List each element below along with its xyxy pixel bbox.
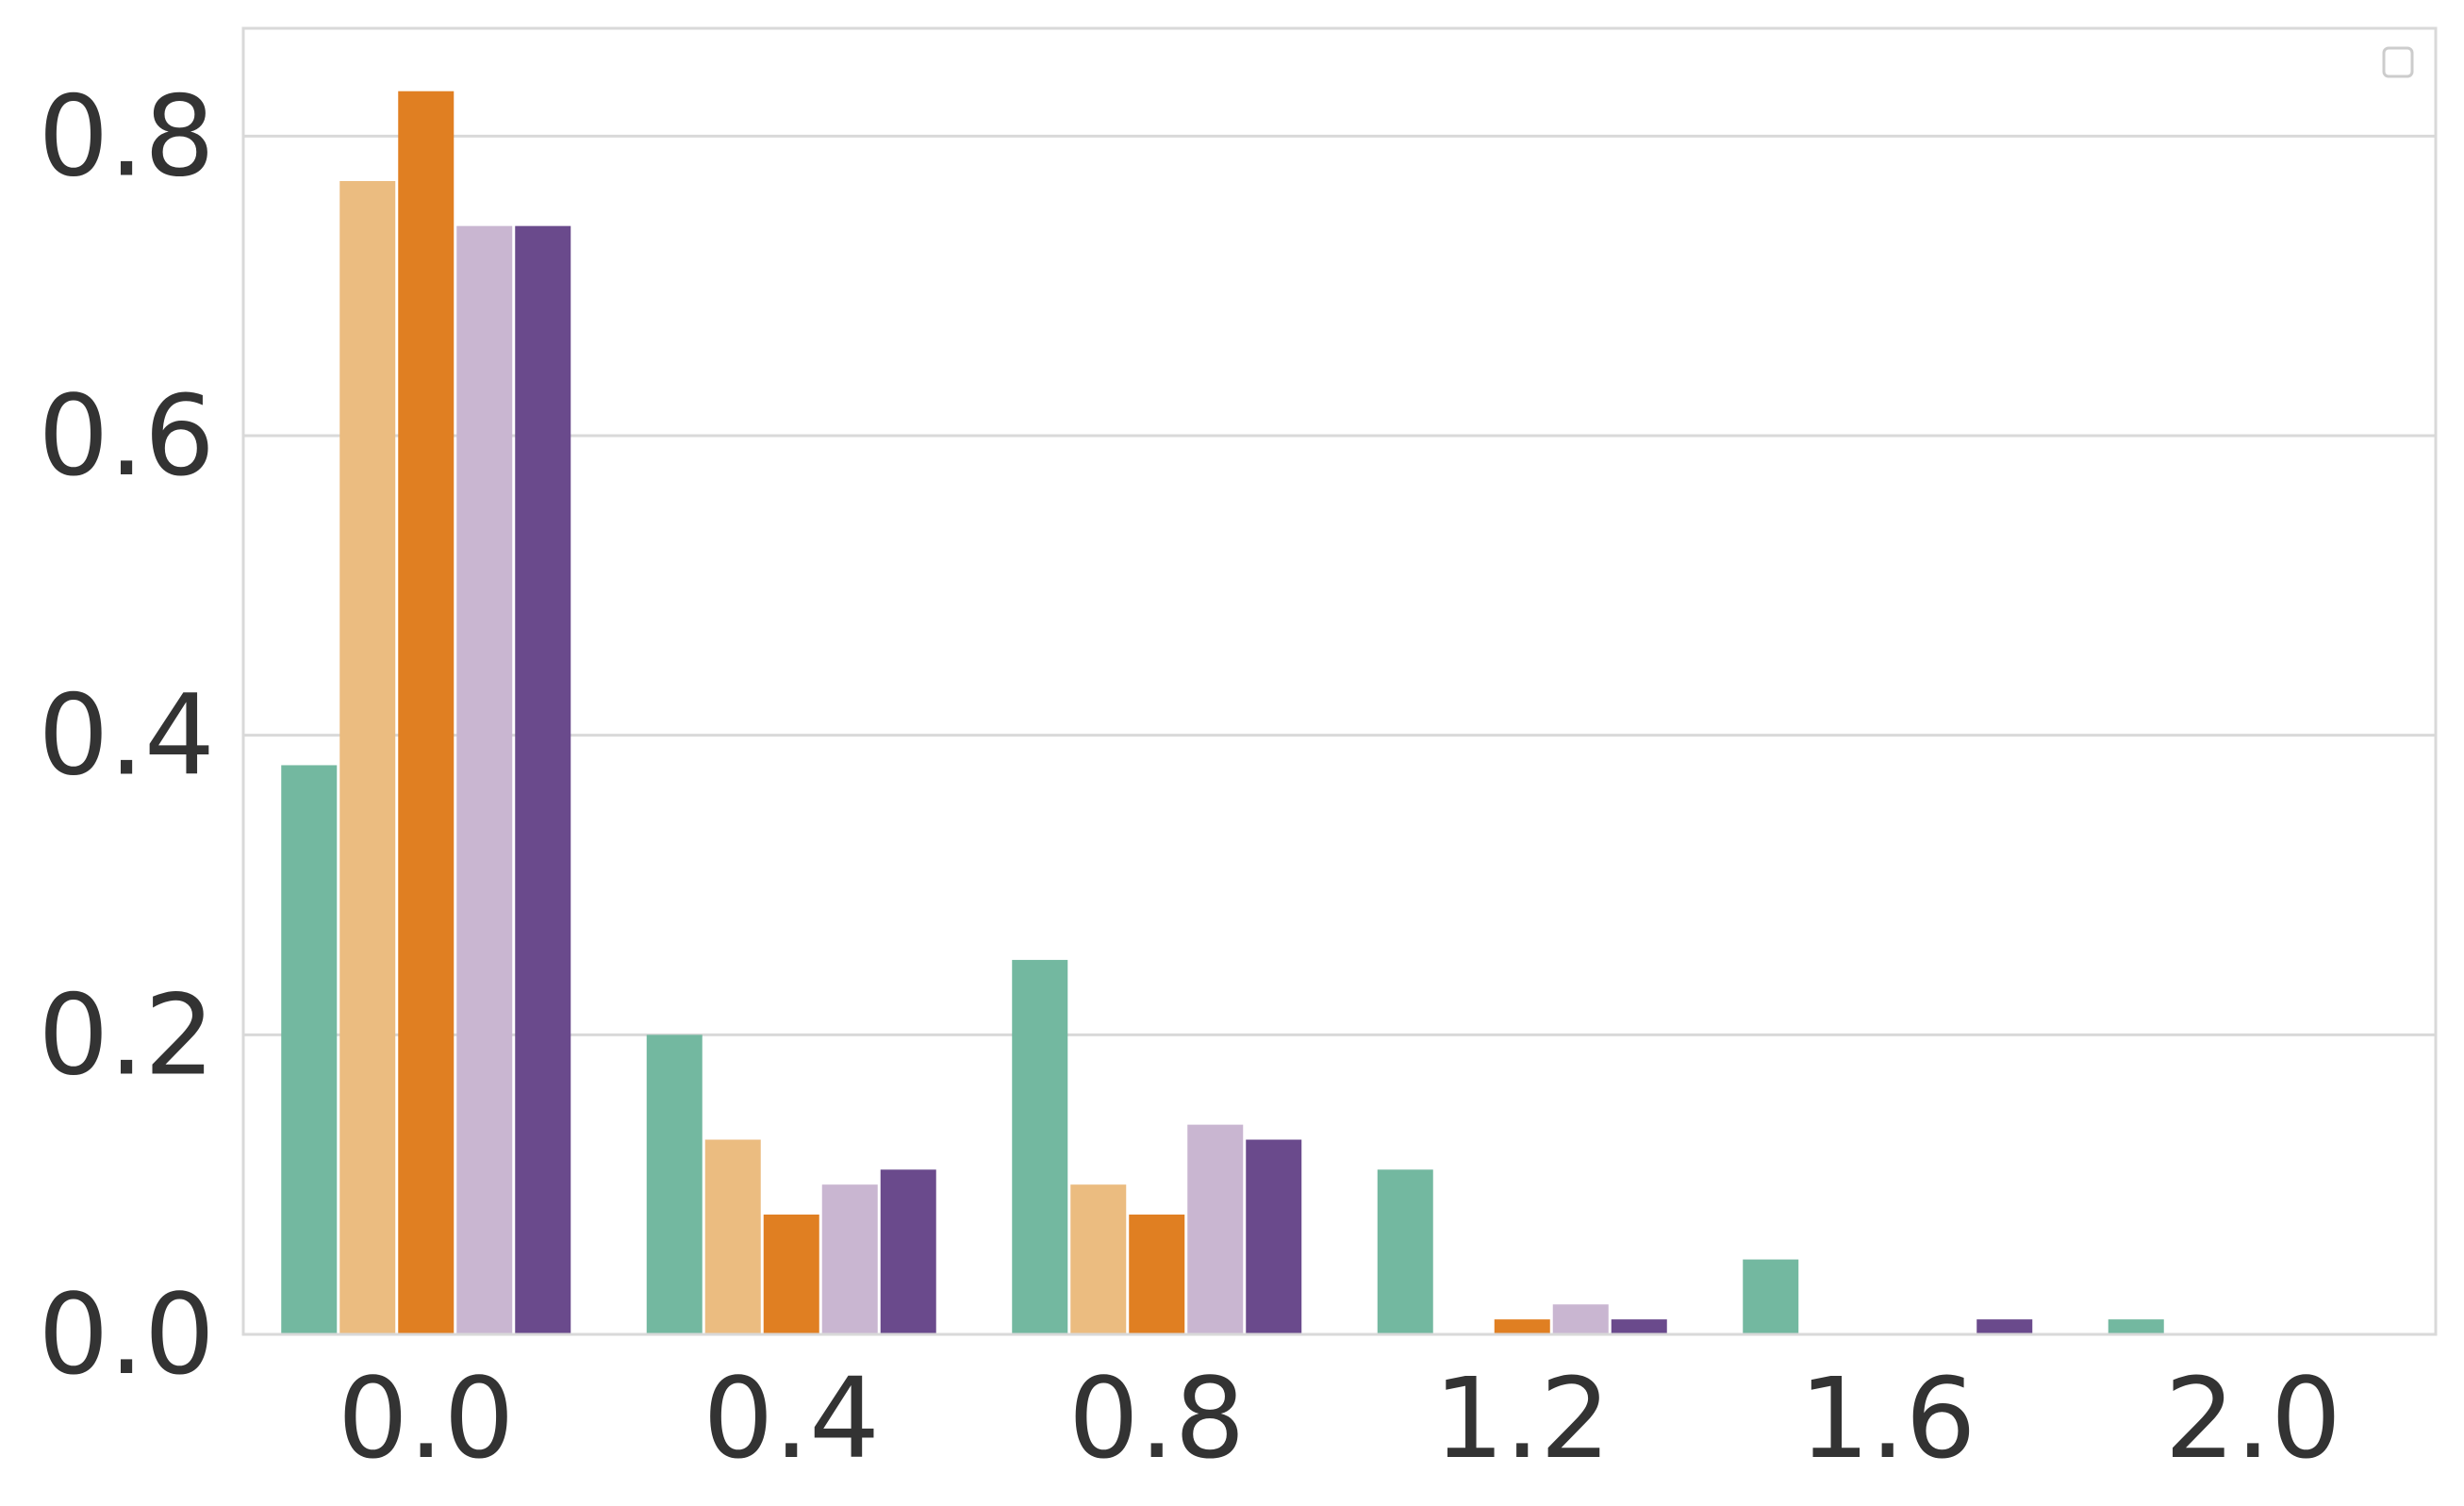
bar-0.8-series-1 — [1012, 959, 1068, 1334]
bar-layer — [281, 91, 2164, 1335]
y-tick-label: 0.0 — [38, 1269, 215, 1399]
bar-0.0-series-1 — [281, 765, 338, 1334]
x-tick-label: 0.4 — [703, 1353, 880, 1483]
bar-0.4-series-5 — [880, 1169, 936, 1334]
y-tick-label: 0.4 — [38, 670, 215, 801]
y-axis: 0.0 0.2 0.4 0.6 0.8 — [38, 71, 215, 1399]
x-tick-label: 2.0 — [2164, 1353, 2341, 1483]
bar-1.2-series-4 — [1552, 1304, 1609, 1334]
bar-0.8-series-2 — [1070, 1184, 1127, 1334]
bar-0.0-series-2 — [339, 181, 396, 1335]
bar-0.8-series-4 — [1187, 1124, 1244, 1334]
x-axis: 0.0 0.4 0.8 1.2 1.6 2.0 — [338, 1353, 2341, 1483]
x-tick-label: 0.8 — [1068, 1353, 1246, 1483]
bar-1.6-series-5 — [1976, 1319, 2033, 1334]
bar-1.2-series-5 — [1611, 1319, 1667, 1334]
grid-layer — [243, 134, 2436, 1336]
bar-1.2-series-1 — [1377, 1169, 1433, 1334]
x-tick-label: 1.2 — [1433, 1353, 1611, 1483]
bar-0.0-series-3 — [398, 91, 455, 1334]
bar-0.8-series-5 — [1246, 1139, 1302, 1334]
x-tick-label: 0.0 — [338, 1353, 515, 1483]
x-tick-label: 1.6 — [1799, 1353, 1976, 1483]
bar-0.4-series-2 — [704, 1139, 761, 1334]
bar-0.0-series-5 — [515, 225, 571, 1334]
y-tick-label: 0.2 — [38, 969, 215, 1100]
y-tick-label: 0.6 — [38, 371, 215, 501]
bar-0.4-series-4 — [821, 1184, 878, 1334]
bar-1.2-series-3 — [1494, 1319, 1550, 1334]
legend-box — [2382, 46, 2414, 78]
bar-0.8-series-3 — [1129, 1214, 1185, 1334]
plot-frame — [241, 26, 2438, 1336]
y-tick-label: 0.8 — [38, 71, 215, 201]
bar-0.0-series-4 — [456, 225, 513, 1334]
bar-1.6-series-1 — [1743, 1259, 1799, 1334]
bar-0.4-series-3 — [763, 1214, 819, 1334]
bar-0.4-series-1 — [646, 1034, 703, 1334]
bar-2.0-series-1 — [2108, 1319, 2164, 1334]
